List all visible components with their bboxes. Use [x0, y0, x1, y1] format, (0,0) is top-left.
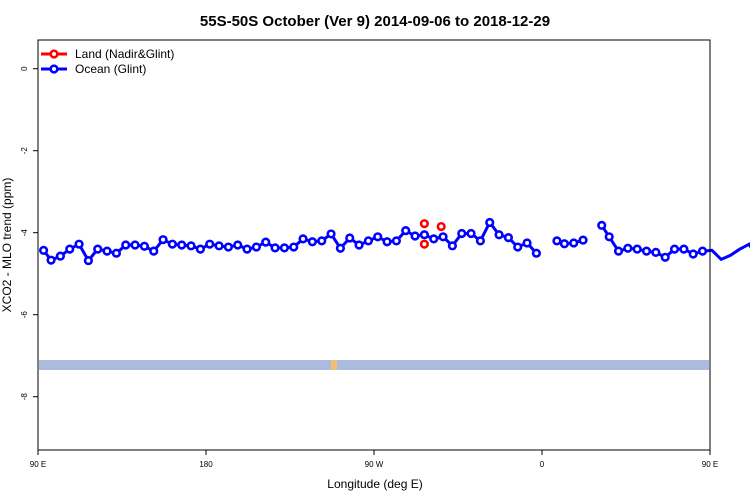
chart-title: 55S-50S October (Ver 9) 2014-09-06 to 20…	[200, 13, 550, 30]
x-tick-label: 180	[199, 460, 213, 469]
data-point	[326, 229, 336, 239]
data-point	[121, 240, 131, 250]
land-band-accent	[331, 360, 337, 370]
data-point	[251, 242, 261, 252]
data-point	[632, 244, 642, 254]
y-tick-label: 0	[20, 66, 29, 71]
data-point	[679, 244, 689, 254]
data-point	[438, 232, 448, 242]
legend-label: Ocean (Glint)	[75, 62, 146, 76]
data-point	[270, 243, 280, 253]
data-point	[317, 236, 327, 246]
data-point	[354, 240, 364, 250]
legend-item: Ocean (Glint)	[41, 62, 146, 76]
data-point	[139, 241, 149, 251]
data-point	[522, 238, 532, 248]
data-point	[578, 235, 588, 245]
data-point	[466, 228, 476, 239]
data-point	[651, 247, 661, 257]
data-point	[513, 242, 523, 252]
data-point	[93, 244, 103, 254]
data-point	[38, 245, 49, 255]
data-point	[65, 244, 75, 254]
y-tick-label: -4	[20, 229, 29, 237]
data-point	[429, 234, 439, 244]
data-point	[74, 239, 84, 249]
data-point	[531, 248, 542, 258]
data-point	[307, 237, 318, 247]
data-point	[419, 239, 430, 249]
data-point	[186, 241, 196, 251]
data-point	[167, 239, 177, 249]
data-point	[214, 241, 224, 251]
legend: Land (Nadir&Glint)Ocean (Glint)	[41, 47, 174, 76]
data-point	[46, 255, 56, 265]
data-point	[289, 242, 299, 252]
x-tick-label: 0	[540, 460, 545, 469]
data-point	[261, 237, 271, 247]
data-point	[503, 233, 514, 243]
x-tick-label: 90 E	[30, 460, 46, 469]
data-point	[569, 238, 579, 248]
legend-item: Land (Nadir&Glint)	[41, 47, 174, 61]
y-tick-label: -2	[20, 147, 29, 155]
data-point	[130, 240, 140, 250]
land-band	[39, 360, 709, 370]
data-point	[363, 236, 374, 246]
data-point	[485, 217, 495, 228]
data-point	[233, 240, 243, 250]
data-point	[552, 236, 562, 246]
data-point	[697, 246, 708, 256]
data-point	[55, 251, 66, 261]
data-point	[410, 231, 420, 241]
data-point	[223, 242, 233, 252]
data-point	[613, 246, 624, 256]
data-point	[345, 233, 355, 243]
data-point	[597, 220, 607, 230]
data-point	[447, 241, 458, 251]
legend-label: Land (Nadir&Glint)	[75, 47, 174, 61]
data-point	[83, 255, 93, 266]
data-point	[419, 230, 430, 240]
data-point	[604, 232, 614, 242]
axes: 90 E 180 90 W 0 90 E 0 -2 -4 -6 -8	[20, 39, 718, 469]
data-point	[382, 237, 392, 247]
data-point	[457, 228, 467, 239]
data-point	[391, 236, 402, 246]
data-point	[242, 244, 252, 254]
data-point	[436, 221, 446, 232]
data-point	[177, 240, 187, 250]
x-axis-label: Longitude (deg E)	[327, 477, 422, 491]
data-point	[205, 239, 215, 249]
data-point	[149, 246, 159, 256]
data-point	[559, 239, 570, 249]
data-point	[660, 252, 670, 262]
data-point	[373, 232, 383, 242]
plot-area	[38, 217, 750, 370]
data-point	[102, 246, 112, 256]
data-point	[195, 244, 205, 254]
y-tick-label: -6	[20, 311, 29, 319]
data-point	[401, 226, 411, 236]
data-point	[623, 243, 633, 253]
x-tick-label: 90 W	[365, 460, 384, 469]
data-point	[335, 243, 346, 253]
data-point	[158, 235, 168, 245]
data-point	[494, 230, 504, 240]
x-tick-label: 90 E	[702, 460, 718, 469]
legend-marker	[49, 49, 59, 59]
legend-marker	[49, 64, 59, 74]
data-point	[279, 243, 290, 253]
data-point	[688, 249, 698, 259]
data-point	[111, 248, 121, 258]
series-line	[600, 224, 750, 262]
data-point	[419, 219, 430, 229]
data-point	[298, 234, 308, 244]
data-point	[475, 236, 486, 246]
y-axis-label: XCO2 - MLO trend (ppm)	[0, 178, 14, 313]
data-point	[669, 244, 680, 254]
y-tick-label: -8	[20, 393, 29, 401]
data-point	[641, 246, 652, 256]
